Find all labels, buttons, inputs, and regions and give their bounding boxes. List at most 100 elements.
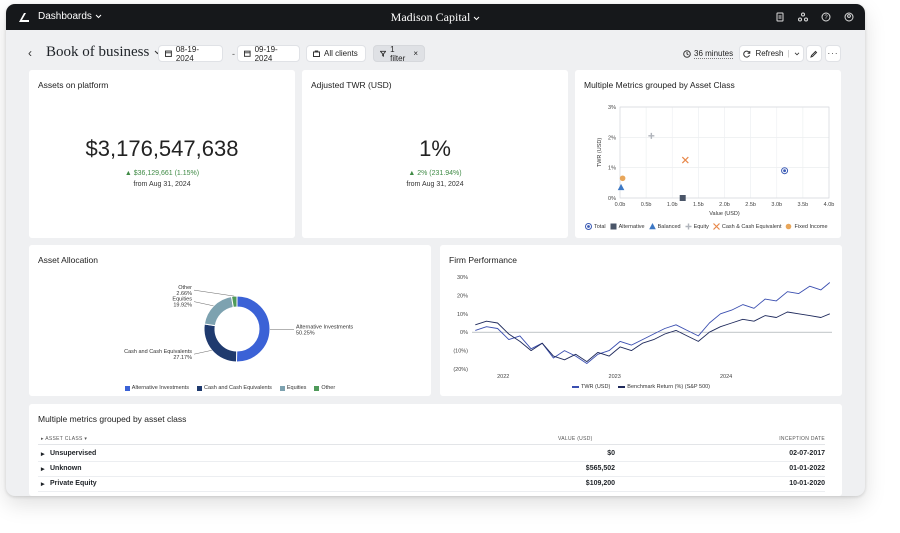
y-tick-label: 20% (457, 293, 468, 299)
expand-row-icon[interactable]: ▸ (41, 466, 45, 473)
legend-marker-icon (712, 223, 720, 230)
clients-label: All clients (324, 49, 358, 58)
legend-item[interactable]: Benchmark Return (%) (S&P 500) (618, 384, 710, 390)
x-tick-label: 1.5b (693, 202, 704, 208)
x-tick-label: 1.0b (667, 202, 678, 208)
legend-label: Alternative (618, 223, 645, 230)
legend-item[interactable]: Cash and Cash Equivalents (196, 385, 272, 391)
legend-item[interactable]: Balanced (648, 223, 681, 230)
header-inception[interactable]: INCEPTION DATE (779, 436, 825, 442)
legend-item[interactable]: Alternative (610, 223, 645, 230)
y-tick-label: 1% (608, 166, 616, 172)
scatter-chart: 0% 1% 2% 3% 0.0b 0.5b 1.0b 1.5b 2.0b 2.5b 3.0b 3.5b… (597, 105, 835, 217)
document-icon[interactable] (773, 10, 786, 23)
brand-logo-icon[interactable] (18, 11, 30, 23)
asset-class-table-card: Multiple metrics grouped by asset class … (29, 404, 842, 496)
legend-item[interactable]: Equity (685, 223, 709, 230)
legend-label: TWR (USD) (580, 384, 611, 390)
legend-marker-icon (685, 223, 692, 230)
legend-item[interactable]: Alternative Investments (124, 385, 189, 391)
line-chart: 30% 20% 10% 0% (10%) (20%) 2022 2023 2024 (453, 275, 832, 380)
sort-asset-class[interactable]: ▸ ASSET CLASS ▾ (41, 436, 88, 442)
y-tick-label: 10% (457, 312, 468, 318)
y-tick-label: (10%) (453, 349, 468, 355)
legend-label: Balanced (657, 223, 681, 230)
refresh-button[interactable]: Refresh | (739, 45, 804, 62)
slice-label: Alternative Investments (296, 324, 353, 330)
refresh-interval-text: 36 minutes (694, 48, 734, 59)
asset-class-cell: Unknown (50, 465, 82, 472)
y-tick-label: 3% (608, 105, 616, 111)
card-title: Firm Performance (449, 255, 518, 265)
donut-slice-cash-and-cash-equivalents (203, 323, 238, 363)
workspace-switcher[interactable]: Madison Capital (6, 10, 865, 25)
x-tick-label: 3.0b (771, 202, 782, 208)
donut-slice-alternative-investments (235, 295, 271, 363)
value-cell: $109,200 (585, 480, 615, 487)
back-arrow-icon[interactable]: ‹ (28, 46, 32, 60)
slice-value-label: 50.25% (296, 330, 315, 336)
legend-label: Cash and Cash Equivalents (203, 385, 272, 391)
x-tick-label: 3.5b (798, 202, 809, 208)
briefcase-icon (313, 50, 320, 57)
plot-area (619, 106, 830, 199)
scatter-point-cash-cash-equivalent (681, 156, 689, 164)
legend-item[interactable]: Fixed Income (785, 223, 828, 230)
legend-marker-icon (786, 223, 792, 230)
value-cell: $565,502 (585, 465, 615, 472)
table-row[interactable]: ▸ Private Equity $109,200 10-01-2020 (38, 476, 825, 492)
y-axis-label: TWR (USD) (597, 138, 603, 167)
end-date: 09-19-2024 (254, 44, 278, 63)
dashboards-menu[interactable]: Dashboards (38, 11, 102, 22)
legend-label: Total (594, 223, 606, 230)
legend-item[interactable]: Other (314, 385, 335, 391)
allocation-card: Asset Allocation Alternative Investments… (29, 245, 431, 396)
card-title: Assets on platform (38, 80, 109, 90)
legend-marker (585, 223, 592, 230)
start-date: 08-19-2024 (175, 44, 199, 63)
x-tick-label: 2.5b (745, 202, 756, 208)
legend-item[interactable]: Cash & Cash Equivalent (712, 223, 781, 230)
dashboards-label: Dashboards (38, 11, 92, 22)
refresh-label: Refresh (755, 49, 784, 58)
more-options-button[interactable]: ··· (825, 45, 841, 62)
expand-row-icon[interactable]: ▸ (41, 481, 45, 488)
refresh-interval[interactable]: 36 minutes (683, 45, 734, 62)
card-title: Multiple metrics grouped by asset class (38, 414, 187, 424)
network-icon[interactable] (796, 10, 809, 23)
legend-item[interactable]: Total (585, 223, 606, 230)
twr-delta: ▲ 2% (231.94%) (408, 170, 462, 177)
x-tick-label: 2.0b (719, 202, 730, 208)
x-tick-label: 2024 (720, 374, 732, 380)
legend-item[interactable]: TWR (USD) (571, 384, 611, 390)
user-icon[interactable] (842, 10, 855, 23)
series-line-twr-usd- (475, 282, 831, 364)
clients-selector[interactable]: All clients (306, 45, 366, 62)
expand-row-icon[interactable]: ▸ (41, 451, 45, 458)
scatter-legend: Total Alternative Balanced Equity Cash & Cas… (585, 223, 828, 230)
help-icon[interactable]: ? (819, 10, 832, 23)
table-row[interactable]: ▸ Unsupervised $0 02-07-2017 (38, 446, 825, 462)
legend-line-swatch (618, 386, 626, 388)
chevron-down-icon (95, 14, 102, 19)
legend-item[interactable]: Equities (279, 385, 306, 391)
chevron-down-icon[interactable] (794, 52, 800, 56)
asset-class-cell: Private Equity (50, 480, 97, 487)
end-date-picker[interactable]: 09-19-2024 (237, 44, 300, 63)
start-date-picker[interactable]: 08-19-2024 (158, 44, 223, 63)
page-title[interactable]: Book of business (46, 44, 161, 61)
donut-slice-equities (203, 295, 234, 327)
close-icon[interactable]: × (413, 49, 418, 58)
x-tick-label: 0.5b (641, 202, 652, 208)
page-toolbar: ‹ Book of business 08-19-2024 - 09-19-20… (6, 44, 865, 64)
edit-button[interactable] (806, 45, 822, 62)
card-title: Adjusted TWR (USD) (311, 80, 392, 90)
legend-label: Benchmark Return (%) (S&P 500) (627, 384, 711, 390)
x-tick-label: 4.0b (824, 202, 835, 208)
header-value[interactable]: VALUE (USD) (558, 436, 593, 442)
filter-chip[interactable]: 1 filter × (373, 45, 425, 63)
x-tick-label: 0.0b (615, 202, 626, 208)
table-row[interactable]: ▸ Unknown $565,502 01-01-2022 (38, 461, 825, 477)
twr-from: from Aug 31, 2024 (406, 181, 464, 188)
svg-text:?: ? (824, 15, 828, 21)
